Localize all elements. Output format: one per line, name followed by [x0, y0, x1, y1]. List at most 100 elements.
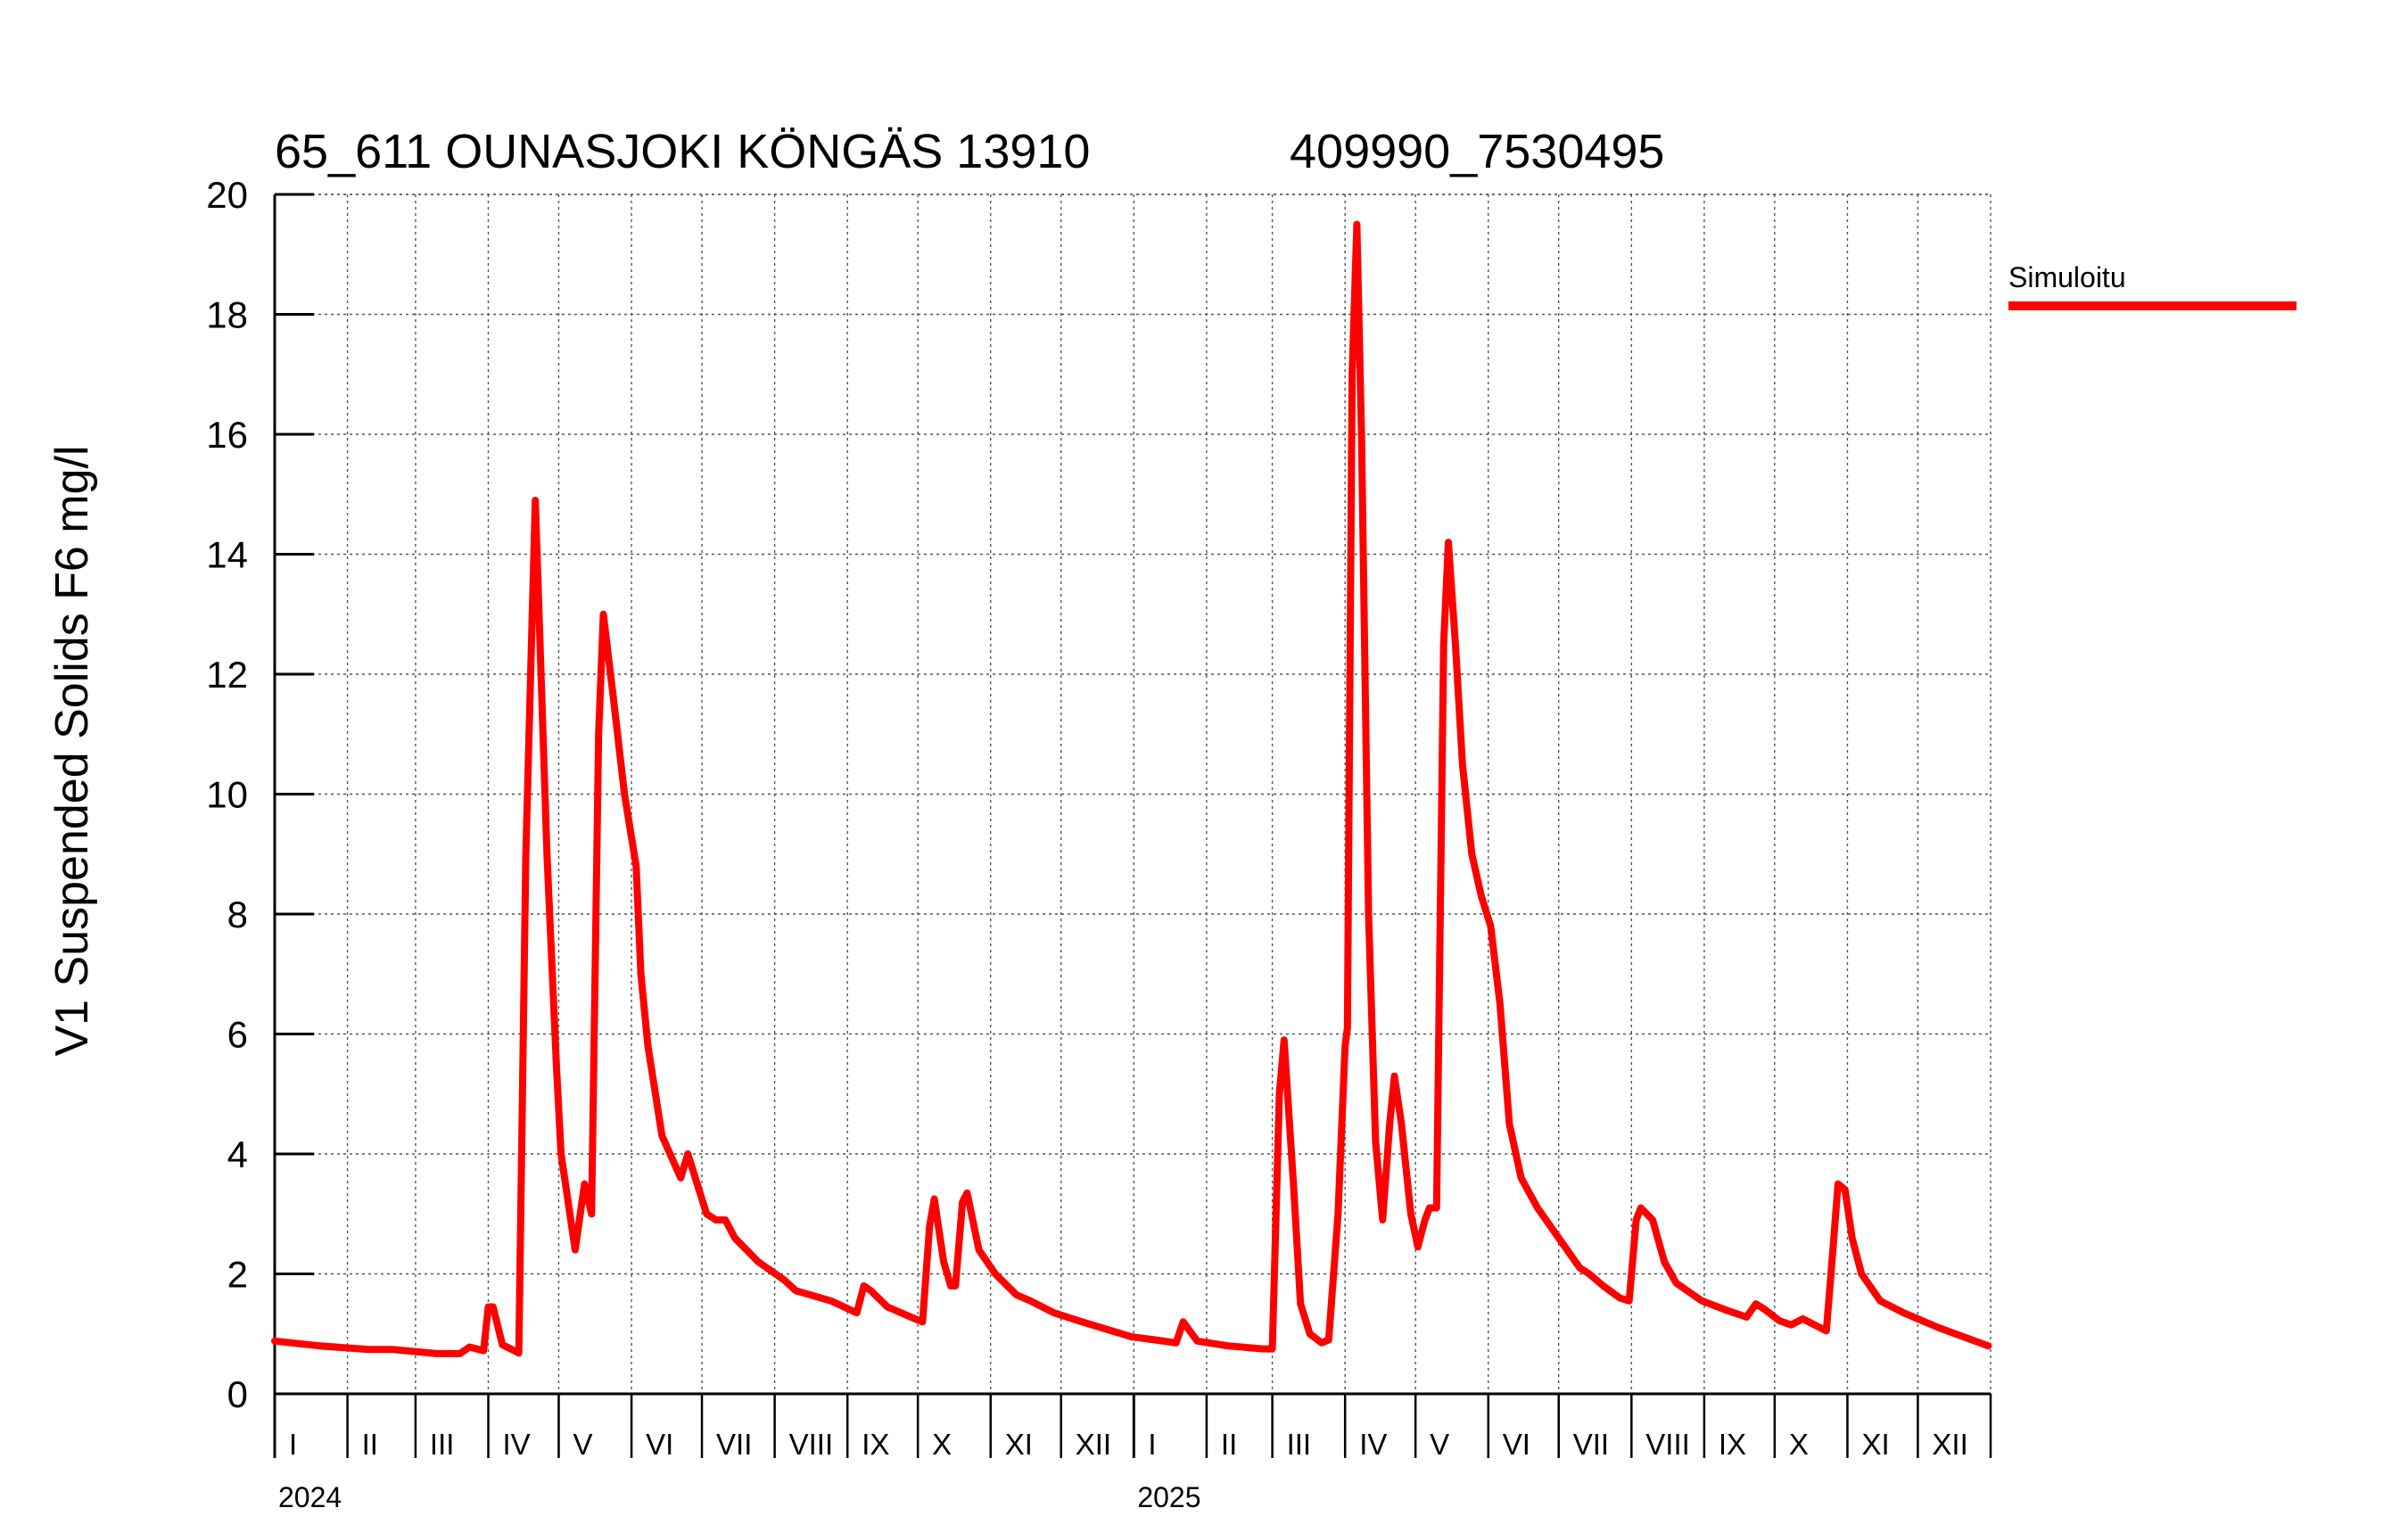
series-line-simuloitu — [271, 220, 1992, 1357]
month-label-XII: XII — [1932, 1428, 1967, 1461]
data-point-0-35 — [758, 1262, 759, 1263]
data-point-0-71 — [1321, 1342, 1322, 1343]
y-tick-label-6: 6 — [227, 1014, 248, 1056]
y-tick-label-14: 14 — [206, 534, 248, 576]
data-point-0-34 — [734, 1238, 735, 1239]
legend: Simuloitu — [2008, 261, 2297, 310]
data-point-0-118 — [1791, 1324, 1792, 1325]
data-point-0-42 — [887, 1306, 888, 1307]
data-point-0-95 — [1480, 895, 1481, 896]
data-point-0-53 — [995, 1273, 996, 1274]
data-point-0-126 — [1861, 1273, 1862, 1274]
month-label-XI: XI — [1005, 1428, 1033, 1461]
data-point-0-113 — [1725, 1309, 1726, 1310]
data-point-0-68 — [1293, 1183, 1294, 1184]
month-label-II: II — [1221, 1428, 1237, 1461]
data-point-0-125 — [1851, 1238, 1852, 1239]
data-point-0-66 — [1279, 1093, 1280, 1094]
data-point-0-14 — [535, 500, 536, 501]
month-label-X: X — [932, 1428, 952, 1461]
data-point-0-16 — [556, 1064, 557, 1065]
month-label-I: I — [1148, 1428, 1156, 1461]
data-point-0-15 — [547, 853, 548, 854]
data-point-0-27 — [647, 1046, 648, 1047]
data-point-0-52 — [978, 1249, 979, 1250]
year-label-2024: 2024 — [278, 1481, 342, 1513]
data-point-0-110 — [1664, 1262, 1665, 1263]
month-label-III: III — [430, 1428, 455, 1461]
data-point-0-29 — [680, 1177, 681, 1178]
data-point-0-36 — [784, 1280, 785, 1281]
month-label-II: II — [362, 1428, 378, 1461]
data-point-0-70 — [1309, 1333, 1310, 1334]
data-point-0-122 — [1833, 1243, 1834, 1244]
y-tick-label-8: 8 — [227, 894, 248, 935]
data-point-0-85 — [1410, 1214, 1411, 1215]
chart-subtitle: 409990_7530495 — [1290, 125, 1664, 178]
data-point-0-18 — [574, 1249, 575, 1250]
data-point-0-4 — [436, 1353, 437, 1354]
y-tick-label-0: 0 — [227, 1373, 248, 1415]
data-point-0-74 — [1345, 1046, 1346, 1047]
data-point-0-51 — [967, 1192, 968, 1193]
data-point-0-123 — [1837, 1183, 1838, 1184]
data-point-0-93 — [1462, 763, 1463, 764]
data-point-0-104 — [1603, 1286, 1604, 1287]
data-point-0-86 — [1417, 1247, 1418, 1248]
data-point-0-26 — [640, 974, 641, 975]
data-point-0-62 — [1197, 1340, 1198, 1341]
data-point-0-17 — [561, 1154, 562, 1155]
data-point-0-48 — [951, 1286, 952, 1287]
series-layer — [271, 220, 1992, 1357]
month-label-VI: VI — [646, 1428, 673, 1461]
data-point-0-19 — [584, 1183, 585, 1184]
y-tick-label-18: 18 — [206, 294, 248, 336]
data-point-0-117 — [1779, 1321, 1780, 1322]
data-point-0-7 — [483, 1350, 484, 1351]
data-point-0-91 — [1448, 542, 1449, 543]
month-label-I: I — [289, 1428, 297, 1461]
month-label-X: X — [1789, 1428, 1809, 1461]
data-point-0-114 — [1746, 1316, 1747, 1317]
data-point-0-2 — [368, 1349, 369, 1350]
y-axis-label: V1 Suspended Solids F6 mg/l — [46, 445, 98, 1056]
data-point-0-33 — [725, 1220, 726, 1221]
data-point-0-9 — [492, 1306, 493, 1307]
data-point-0-28 — [662, 1135, 663, 1136]
data-point-0-13 — [525, 853, 526, 854]
data-point-0-54 — [1016, 1295, 1017, 1296]
month-label-VI: VI — [1503, 1428, 1530, 1461]
data-point-0-128 — [1903, 1313, 1904, 1314]
month-label-XI: XI — [1861, 1428, 1889, 1461]
data-point-0-49 — [955, 1286, 956, 1287]
data-point-0-32 — [715, 1220, 716, 1221]
data-point-0-102 — [1579, 1267, 1580, 1268]
data-point-0-24 — [624, 794, 625, 795]
y-tick-label-4: 4 — [227, 1133, 248, 1175]
data-point-0-67 — [1283, 1040, 1284, 1041]
data-point-0-64 — [1263, 1348, 1264, 1349]
data-point-0-58 — [1131, 1337, 1132, 1338]
data-point-0-23 — [613, 692, 614, 693]
data-point-0-112 — [1702, 1300, 1703, 1301]
y-tick-label-12: 12 — [206, 654, 248, 696]
data-point-0-75 — [1347, 1027, 1348, 1028]
data-point-0-116 — [1765, 1309, 1766, 1310]
data-point-0-108 — [1640, 1207, 1641, 1208]
data-point-0-1 — [319, 1346, 320, 1347]
data-point-0-107 — [1636, 1220, 1637, 1221]
grid-layer — [275, 194, 1992, 1394]
data-point-0-11 — [514, 1350, 515, 1351]
data-point-0-10 — [502, 1344, 503, 1345]
data-point-0-65 — [1272, 1348, 1273, 1349]
data-point-0-73 — [1338, 1214, 1339, 1215]
data-point-0-111 — [1676, 1282, 1677, 1283]
month-label-IX: IX — [862, 1428, 889, 1461]
data-point-0-124 — [1844, 1190, 1845, 1191]
data-point-0-20 — [591, 1214, 592, 1215]
month-label-VII: VII — [716, 1428, 752, 1461]
month-label-VII: VII — [1573, 1428, 1609, 1461]
month-label-VIII: VIII — [789, 1428, 834, 1461]
data-point-0-72 — [1328, 1339, 1329, 1340]
